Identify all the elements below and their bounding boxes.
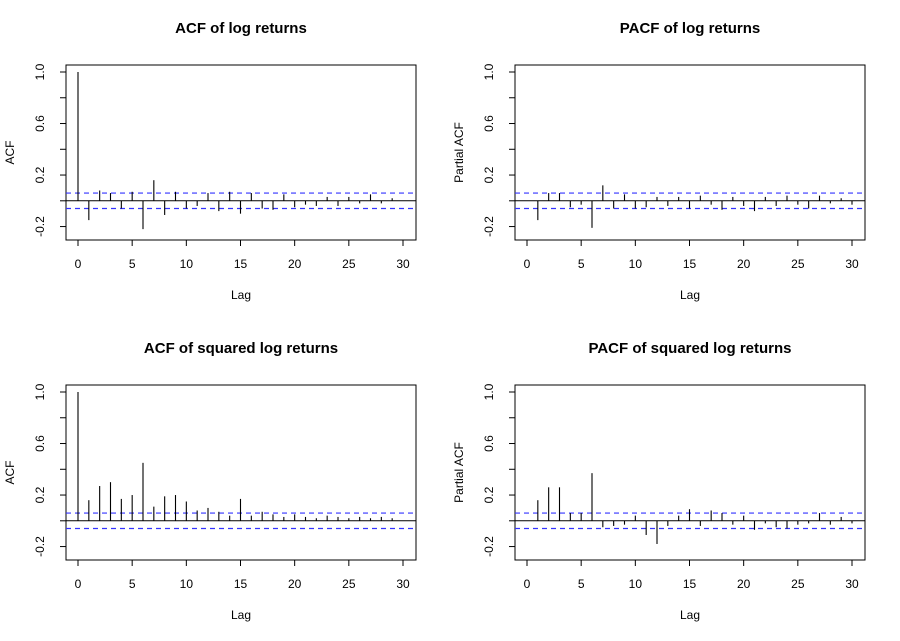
y-tick-label: -0.2 xyxy=(482,216,496,237)
panel-title: ACF of squared log returns xyxy=(144,340,338,357)
x-tick-label: 5 xyxy=(129,257,136,271)
x-axis-label: Lag xyxy=(680,288,700,302)
x-tick-label: 15 xyxy=(683,257,697,271)
panel-4: PACF of squared log returns 0 5 10 15 20 25 30 -… xyxy=(452,340,866,622)
x-tick-label: 0 xyxy=(75,257,82,271)
panel-1: ACF of log returns 0 5 10 15 20 25 30 -0.2 0.2 0.6… xyxy=(3,20,417,302)
x-tick-label: 20 xyxy=(288,257,302,271)
y-tick-label: 1.0 xyxy=(482,383,496,400)
x-tick-label: 25 xyxy=(791,577,805,591)
x-axis-label: Lag xyxy=(680,608,700,622)
y-tick-label: 0.6 xyxy=(33,115,47,132)
x-tick-label: 10 xyxy=(629,577,643,591)
x-tick-label: 30 xyxy=(845,257,859,271)
x-tick-label: 0 xyxy=(75,577,82,591)
x-tick-label: 25 xyxy=(791,257,805,271)
x-tick-label: 5 xyxy=(129,577,136,591)
x-axis-label: Lag xyxy=(231,608,251,622)
x-tick-label: 20 xyxy=(288,577,302,591)
x-tick-label: 5 xyxy=(578,577,585,591)
y-tick-label: 1.0 xyxy=(33,383,47,400)
panel-title: PACF of log returns xyxy=(620,20,761,37)
plot-frame xyxy=(514,384,866,561)
x-tick-label: 10 xyxy=(180,257,194,271)
plot-frame xyxy=(514,64,866,241)
x-tick-label: 15 xyxy=(234,577,248,591)
y-axis-label: ACF xyxy=(3,461,17,485)
y-tick-label: 0.2 xyxy=(482,486,496,503)
y-axis-label: Partial ACF xyxy=(452,122,466,183)
y-tick-label: -0.2 xyxy=(33,536,47,557)
x-tick-label: 30 xyxy=(396,257,410,271)
plot-frame xyxy=(65,384,417,561)
panel-title: PACF of squared log returns xyxy=(588,340,791,357)
y-tick-label: -0.2 xyxy=(33,216,47,237)
panel-3: ACF of squared log returns 0 5 10 15 20 25 30 -0… xyxy=(3,340,417,622)
plot-frame xyxy=(65,64,417,241)
x-tick-label: 25 xyxy=(342,577,356,591)
x-tick-label: 0 xyxy=(524,577,531,591)
x-tick-label: 20 xyxy=(737,257,751,271)
y-tick-label: 1.0 xyxy=(33,63,47,80)
x-tick-label: 5 xyxy=(578,257,585,271)
y-tick-label: 0.2 xyxy=(482,166,496,183)
y-tick-label: 0.6 xyxy=(482,435,496,452)
x-tick-label: 10 xyxy=(629,257,643,271)
x-tick-label: 15 xyxy=(234,257,248,271)
panel-title: ACF of log returns xyxy=(175,20,307,37)
y-tick-label: -0.2 xyxy=(482,536,496,557)
y-tick-label: 0.6 xyxy=(33,435,47,452)
x-tick-label: 0 xyxy=(524,257,531,271)
x-axis-label: Lag xyxy=(231,288,251,302)
y-axis-label: Partial ACF xyxy=(452,442,466,503)
x-tick-label: 15 xyxy=(683,577,697,591)
x-tick-label: 20 xyxy=(737,577,751,591)
x-tick-label: 30 xyxy=(396,577,410,591)
x-tick-label: 25 xyxy=(342,257,356,271)
y-tick-label: 0.2 xyxy=(33,166,47,183)
y-tick-label: 0.6 xyxy=(482,115,496,132)
x-tick-label: 10 xyxy=(180,577,194,591)
panel-2: PACF of log returns 0 5 10 15 20 25 30 -0.2 0.2 0.… xyxy=(452,20,866,302)
y-tick-label: 1.0 xyxy=(482,63,496,80)
x-tick-label: 30 xyxy=(845,577,859,591)
y-axis-label: ACF xyxy=(3,141,17,165)
y-tick-label: 0.2 xyxy=(33,486,47,503)
